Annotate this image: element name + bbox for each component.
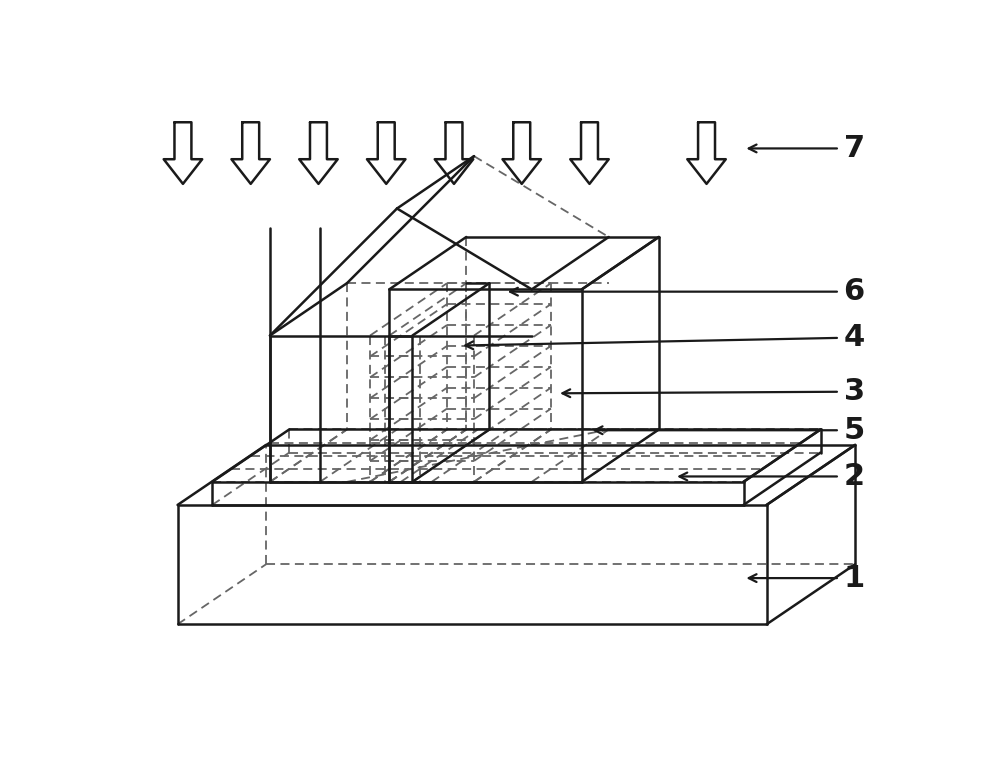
- Text: 3: 3: [844, 377, 865, 406]
- Text: 4: 4: [844, 323, 865, 353]
- Text: 5: 5: [844, 415, 865, 445]
- Text: 7: 7: [844, 134, 865, 163]
- Text: 2: 2: [844, 462, 865, 491]
- Text: 6: 6: [844, 277, 865, 306]
- Text: 1: 1: [844, 563, 865, 593]
